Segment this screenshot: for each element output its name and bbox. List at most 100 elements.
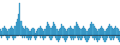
Bar xyxy=(98,29,100,35)
Bar xyxy=(96,29,97,35)
Bar xyxy=(104,31,106,35)
Bar xyxy=(5,35,6,36)
Bar xyxy=(61,35,62,36)
Bar xyxy=(76,22,77,35)
Bar xyxy=(100,28,101,35)
Bar xyxy=(68,35,70,36)
Bar xyxy=(53,35,54,36)
Bar xyxy=(25,35,26,36)
Bar xyxy=(56,35,58,40)
Bar xyxy=(31,29,32,35)
Bar xyxy=(35,33,36,35)
Bar xyxy=(14,35,16,38)
Bar xyxy=(37,29,38,35)
Bar xyxy=(54,35,55,36)
Bar xyxy=(36,31,37,35)
Bar xyxy=(78,26,79,35)
Bar xyxy=(110,35,112,40)
Bar xyxy=(71,35,72,40)
Bar xyxy=(77,24,78,35)
Bar xyxy=(96,35,97,40)
Bar xyxy=(116,28,118,35)
Bar xyxy=(59,29,60,35)
Bar xyxy=(22,26,23,35)
Bar xyxy=(118,29,119,35)
Bar xyxy=(28,35,29,40)
Bar xyxy=(92,24,94,35)
Bar xyxy=(7,35,8,40)
Bar xyxy=(40,35,41,38)
Bar xyxy=(56,29,58,35)
Bar xyxy=(38,35,40,36)
Bar xyxy=(104,35,106,42)
Bar xyxy=(61,24,62,35)
Bar xyxy=(118,35,119,40)
Bar xyxy=(115,35,116,36)
Bar xyxy=(90,35,91,36)
Bar xyxy=(86,35,88,42)
Bar xyxy=(103,29,104,35)
Bar xyxy=(73,35,74,40)
Bar xyxy=(41,35,42,36)
Bar xyxy=(52,26,53,35)
Bar xyxy=(83,35,84,36)
Bar xyxy=(64,28,65,35)
Bar xyxy=(109,24,110,35)
Bar xyxy=(35,35,36,40)
Bar xyxy=(60,35,61,38)
Bar xyxy=(25,26,26,35)
Bar xyxy=(97,35,98,42)
Bar xyxy=(26,28,28,35)
Bar xyxy=(71,28,72,35)
Bar xyxy=(115,26,116,35)
Bar xyxy=(0,29,1,35)
Bar xyxy=(32,28,34,35)
Bar xyxy=(112,28,113,35)
Bar xyxy=(44,29,46,35)
Bar xyxy=(114,35,115,38)
Bar xyxy=(12,35,13,38)
Bar xyxy=(85,29,86,35)
Bar xyxy=(90,24,91,35)
Bar xyxy=(41,28,42,35)
Bar xyxy=(106,29,107,35)
Bar xyxy=(44,35,46,38)
Bar xyxy=(107,35,108,38)
Bar xyxy=(102,35,103,38)
Bar xyxy=(24,35,25,38)
Bar xyxy=(76,35,77,36)
Bar xyxy=(86,31,88,35)
Bar xyxy=(29,31,30,35)
Bar xyxy=(67,35,68,38)
Bar xyxy=(119,31,120,35)
Bar xyxy=(31,35,32,38)
Bar xyxy=(48,35,49,36)
Bar xyxy=(58,31,59,35)
Bar xyxy=(17,19,18,35)
Bar xyxy=(10,35,11,36)
Bar xyxy=(83,26,84,35)
Bar xyxy=(16,22,17,35)
Bar xyxy=(101,35,102,36)
Bar xyxy=(108,26,109,35)
Bar xyxy=(58,35,59,42)
Bar xyxy=(119,35,120,42)
Bar xyxy=(30,35,31,40)
Bar xyxy=(23,28,24,35)
Bar xyxy=(113,35,114,40)
Bar xyxy=(91,35,92,36)
Bar xyxy=(13,29,14,35)
Bar xyxy=(42,29,43,35)
Bar xyxy=(89,35,90,38)
Bar xyxy=(113,29,114,35)
Bar xyxy=(80,29,82,35)
Bar xyxy=(94,35,95,40)
Bar xyxy=(65,29,66,35)
Bar xyxy=(13,35,14,40)
Bar xyxy=(12,28,13,35)
Bar xyxy=(79,28,80,35)
Bar xyxy=(11,26,12,35)
Bar xyxy=(55,35,56,38)
Bar xyxy=(46,26,47,35)
Bar xyxy=(66,35,67,40)
